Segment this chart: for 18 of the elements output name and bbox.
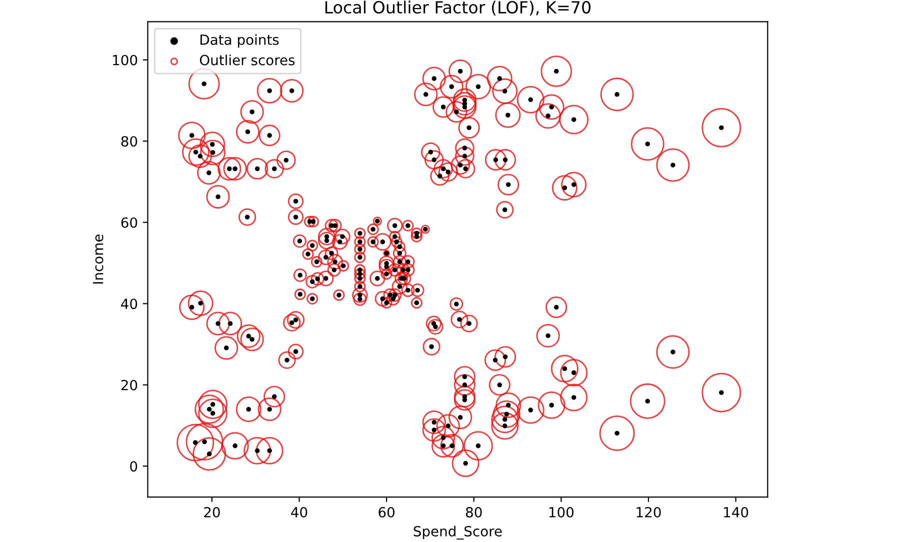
y-tick-label: 0 — [130, 461, 138, 472]
legend-label: Data points — [200, 34, 279, 48]
y-tick-label: 100 — [113, 54, 138, 66]
y-tick-label: 80 — [121, 136, 138, 147]
x-tick-label: 140 — [724, 506, 748, 518]
legend-label: Outlier scores — [200, 54, 295, 66]
x-tick-label: 80 — [466, 506, 482, 518]
x-tick-label: 100 — [549, 506, 574, 518]
x-tick-label: 120 — [636, 506, 661, 518]
x-tick-label: 20 — [204, 506, 220, 518]
x-axis-title: Spend_Score — [414, 526, 502, 540]
y-tick-label: 40 — [121, 298, 138, 310]
y-tick-label: 20 — [121, 380, 138, 390]
x-tick-label: 60 — [378, 506, 394, 518]
y-tick-label: 60 — [121, 217, 138, 228]
chart-title: Local Outlier Factor (LOF), K=70 — [325, 0, 590, 16]
y-axis-title: Income — [92, 234, 104, 284]
x-tick-label: 40 — [291, 506, 308, 518]
